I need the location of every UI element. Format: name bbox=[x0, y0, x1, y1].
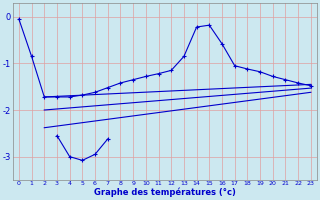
X-axis label: Graphe des températures (°c): Graphe des températures (°c) bbox=[94, 188, 236, 197]
